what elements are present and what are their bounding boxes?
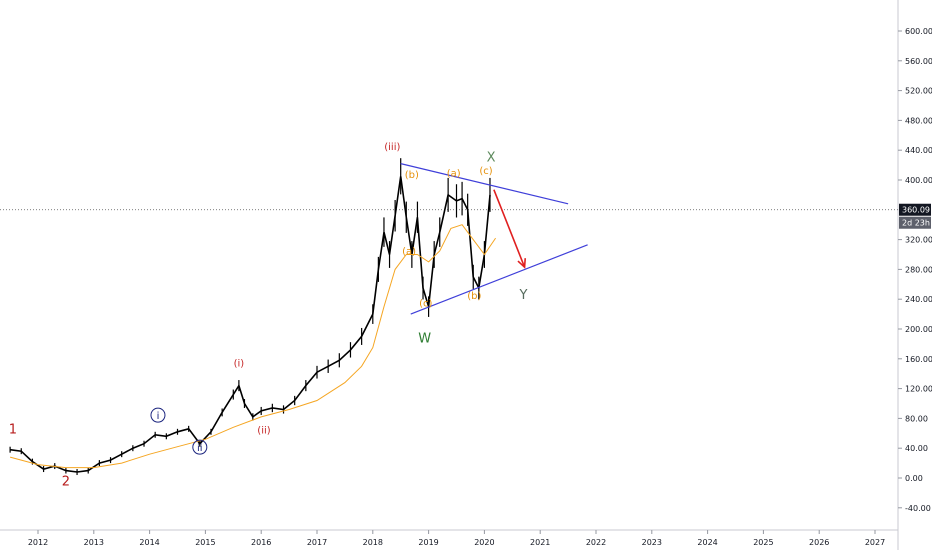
y-tick-label: 200.00 bbox=[905, 325, 932, 334]
triangle-upper-trendline bbox=[400, 163, 569, 205]
y-tick-label: 480.00 bbox=[905, 116, 932, 125]
wave-label: (iii) bbox=[384, 142, 400, 153]
y-tick-label: 520.00 bbox=[905, 87, 932, 96]
x-tick-label: 2015 bbox=[195, 538, 215, 547]
current-price-label: 360.09 bbox=[902, 206, 930, 215]
countdown-label: 2d 23h bbox=[902, 219, 930, 228]
y-tick-label: 560.00 bbox=[905, 57, 932, 66]
y-tick-label: 240.00 bbox=[905, 295, 932, 304]
wave-label: (c) bbox=[479, 166, 492, 177]
x-tick-label: 2017 bbox=[307, 538, 327, 547]
wave-label: (c) bbox=[419, 299, 432, 310]
x-tick-label: 2024 bbox=[697, 538, 717, 547]
series-layer bbox=[9, 158, 497, 476]
wave-label: (b) bbox=[467, 291, 481, 302]
moving-average-line bbox=[9, 224, 497, 469]
projection-arrow-shaft bbox=[493, 189, 526, 268]
wave-label: 2 bbox=[62, 474, 70, 489]
x-tick-label: 2013 bbox=[84, 538, 104, 547]
x-tick-label: 2019 bbox=[418, 538, 438, 547]
y-tick-label: 320.00 bbox=[905, 236, 932, 245]
wave-label: (ii) bbox=[257, 425, 270, 436]
x-tick-label: 2012 bbox=[28, 538, 48, 547]
y-tick-label: -40.00 bbox=[905, 504, 931, 513]
y-tick-label: 80.00 bbox=[905, 414, 928, 423]
x-tick-label: 2016 bbox=[251, 538, 271, 547]
y-tick-label: 440.00 bbox=[905, 146, 932, 155]
wave-label: Y bbox=[518, 288, 527, 303]
y-tick-label: 160.00 bbox=[905, 355, 932, 364]
current-price-badge bbox=[899, 203, 931, 216]
wave-label: (a) bbox=[402, 247, 416, 258]
x-tick-label: 2021 bbox=[530, 538, 550, 547]
wave-label-circle bbox=[192, 439, 208, 455]
y-tick-label: 400.00 bbox=[905, 176, 932, 185]
x-tick-label: 2014 bbox=[139, 538, 159, 547]
y-tick-label: 120.00 bbox=[905, 385, 932, 394]
wave-label: (i) bbox=[234, 358, 245, 369]
triangle-lower-trendline bbox=[410, 244, 588, 315]
y-tick-label: 280.00 bbox=[905, 265, 932, 274]
y-tick-label: 40.00 bbox=[905, 444, 928, 453]
x-tick-label: 2026 bbox=[809, 538, 829, 547]
y-tick-label: 0.00 bbox=[905, 474, 923, 483]
wave-label: ii bbox=[197, 443, 203, 454]
price-badges: 360.09 2d 23h bbox=[899, 203, 931, 229]
x-tick-label: 2023 bbox=[642, 538, 662, 547]
wave-label: X bbox=[487, 150, 496, 165]
x-tick-label: 2027 bbox=[865, 538, 885, 547]
wave-label: (a) bbox=[447, 168, 461, 179]
wave-label: i bbox=[157, 411, 160, 422]
wave-label: 1 bbox=[9, 422, 17, 437]
trendline-layer bbox=[400, 163, 588, 315]
projection-arrow-head bbox=[517, 258, 527, 269]
x-tick-label: 2025 bbox=[753, 538, 773, 547]
wave-label: (b) bbox=[405, 170, 419, 181]
x-tick-label: 2018 bbox=[363, 538, 383, 547]
countdown-badge bbox=[899, 216, 931, 229]
x-tick-label: 2020 bbox=[474, 538, 494, 547]
wave-label: W bbox=[418, 331, 431, 346]
wave-label-circle bbox=[150, 407, 166, 423]
x-tick-label: 2022 bbox=[586, 538, 606, 547]
y-tick-label: 600.00 bbox=[905, 27, 932, 36]
